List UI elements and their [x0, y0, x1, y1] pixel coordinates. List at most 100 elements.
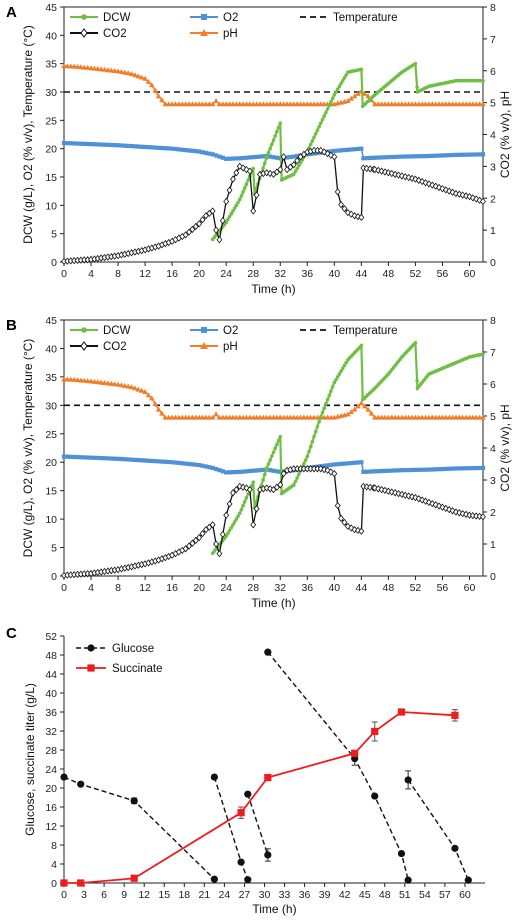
- ph-point: [361, 403, 368, 409]
- o2-point: [460, 466, 465, 471]
- o2-point: [115, 143, 121, 148]
- o2-point: [68, 141, 73, 146]
- dcw-point: [334, 90, 338, 94]
- legend-temperature-label: Temperature: [333, 325, 398, 337]
- o2-point: [240, 469, 246, 474]
- ph-point: [345, 411, 351, 417]
- glucose-point: [404, 776, 412, 784]
- ph-point: [71, 63, 77, 69]
- y-right-axis-title: CO2 (% v/v), pH: [498, 91, 512, 178]
- dcw-point: [334, 377, 338, 382]
- ph-point: [118, 69, 125, 75]
- ph-point: [108, 67, 115, 73]
- co2-point: [442, 186, 449, 194]
- o2-point: [197, 149, 202, 154]
- o2-point: [325, 463, 330, 468]
- co2-point: [216, 549, 223, 558]
- co2-point: [480, 513, 486, 521]
- x-tick-label: 24: [220, 582, 232, 594]
- ph-point: [122, 382, 128, 388]
- o2-point: [480, 152, 486, 157]
- y-right-tick-label: 3: [490, 475, 496, 487]
- co2-point: [446, 505, 453, 514]
- o2-point: [430, 467, 435, 472]
- o2-point: [159, 145, 165, 151]
- dcw-point: [273, 446, 277, 451]
- o2-point: [409, 467, 415, 473]
- x-tick-label: 15: [158, 889, 170, 901]
- o2-point: [136, 144, 141, 149]
- ph-point: [115, 381, 121, 387]
- o2-point: [234, 469, 239, 475]
- x-tick-label: 40: [328, 268, 340, 280]
- ph-point: [159, 410, 165, 416]
- succinate-point: [397, 708, 406, 716]
- o2-point: [251, 468, 256, 473]
- co2-point: [328, 468, 334, 476]
- dcw-point: [315, 424, 320, 429]
- ph-point: [138, 74, 145, 80]
- x-tick-label: 12: [138, 889, 150, 901]
- co2-point: [338, 514, 344, 523]
- o2-point: [447, 153, 452, 158]
- o2-point: [416, 467, 421, 472]
- ph-point: [125, 70, 132, 76]
- legend-co2-marker: [80, 28, 88, 38]
- dcw-point: [319, 121, 323, 125]
- succinate-point: [130, 874, 138, 882]
- y-right-tick-label: 7: [490, 34, 496, 46]
- co2-point: [371, 484, 378, 492]
- o2-point: [240, 155, 246, 161]
- o2-point: [291, 154, 296, 159]
- co2-point: [348, 210, 355, 218]
- co2-point: [375, 485, 382, 493]
- o2-point: [159, 459, 165, 464]
- o2-point: [376, 155, 381, 160]
- x-tick-label: 24: [219, 889, 231, 901]
- co2-point: [324, 466, 331, 475]
- o2-point: [156, 145, 161, 150]
- o2-point: [109, 456, 114, 461]
- x-tick-label: 54: [419, 889, 431, 901]
- ph-point: [149, 82, 155, 88]
- x-tick-label: 28: [247, 582, 259, 594]
- x-tick-label: 33: [279, 889, 291, 901]
- co2-point: [240, 483, 247, 491]
- dcw-point: [313, 131, 318, 136]
- ph-point: [78, 377, 84, 383]
- co2-point: [395, 171, 402, 179]
- o2-point: [197, 462, 202, 468]
- co2-point: [341, 518, 348, 527]
- dcw-point: [275, 442, 279, 447]
- dcw-point: [344, 73, 348, 77]
- o2-point: [399, 468, 405, 473]
- dcw-point: [325, 397, 330, 402]
- x-tick-label: 42: [339, 889, 351, 901]
- o2-point: [92, 455, 97, 460]
- dcw-point: [236, 200, 240, 205]
- dcw-point: [317, 124, 321, 129]
- o2-point: [142, 144, 148, 150]
- o2-point: [352, 147, 357, 152]
- o2-point: [430, 153, 435, 158]
- co2-point: [280, 153, 287, 161]
- o2-point: [92, 142, 97, 147]
- o2-point: [203, 464, 209, 469]
- ph-point: [74, 63, 81, 69]
- co2-point: [436, 502, 442, 510]
- co2-point: [230, 489, 236, 497]
- y-left-tick-label: 10: [45, 200, 57, 212]
- o2-point: [75, 455, 80, 460]
- y-right-tick-label: 0: [490, 257, 496, 269]
- dcw-point: [335, 375, 340, 379]
- dcw-point: [313, 429, 318, 434]
- co2-point: [240, 164, 247, 172]
- o2-point: [207, 465, 212, 470]
- ph-point: [111, 381, 118, 387]
- o2-point: [467, 152, 472, 157]
- x-tick-label: 9: [121, 889, 127, 901]
- ph-point: [71, 376, 77, 382]
- co2-point: [463, 510, 470, 519]
- o2-point: [332, 462, 337, 467]
- ph-point: [78, 64, 84, 70]
